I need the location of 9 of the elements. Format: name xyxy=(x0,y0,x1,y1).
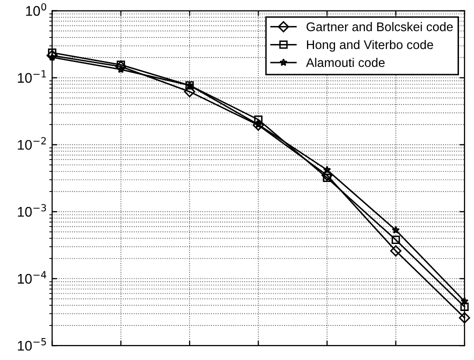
y-tick-label: 10$^{−2}$ xyxy=(18,137,46,150)
y-tick-label: 10$^{−4}$ xyxy=(18,271,46,284)
y-tick-label: 10$^{−5}$ xyxy=(18,338,46,351)
legend-label: Gartner and Bolcskei code xyxy=(306,22,453,32)
legend-label: Hong and Viterbo code xyxy=(307,40,434,52)
legend-label: Alamouti code xyxy=(306,58,385,68)
y-tick-label: 10$^{0}$ xyxy=(26,3,46,16)
y-tick-label: 10$^{−3}$ xyxy=(18,204,46,217)
y-tick-label: 10$^{−1}$ xyxy=(18,70,46,83)
